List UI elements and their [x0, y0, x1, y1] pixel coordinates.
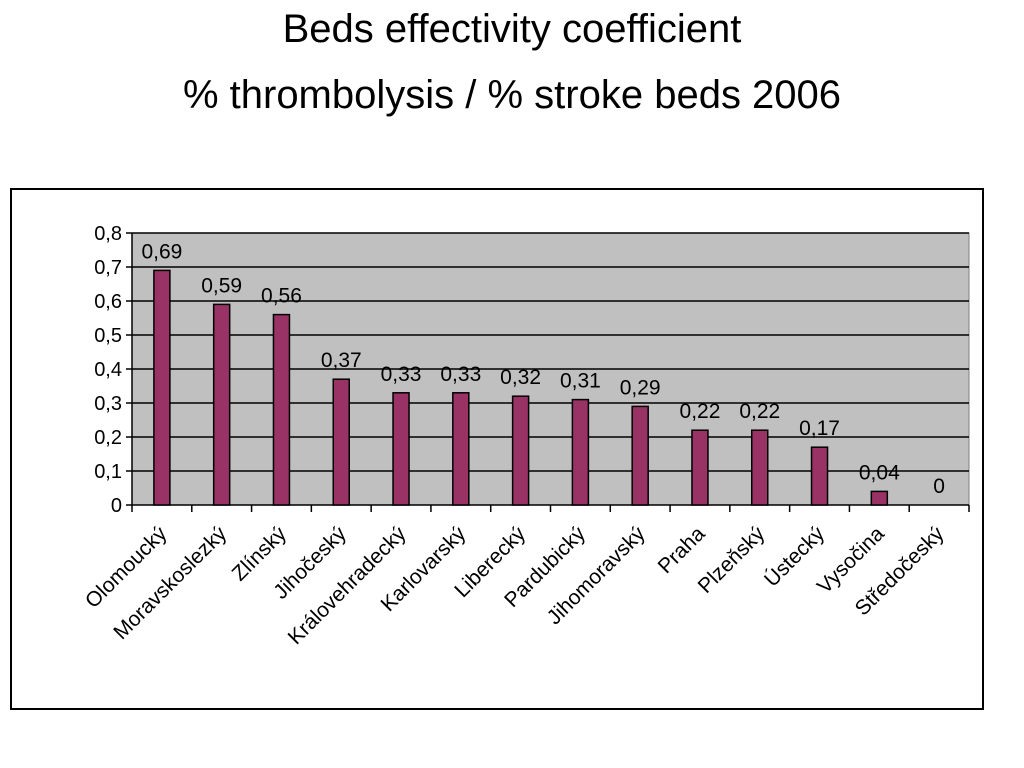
data-label: 0,31 — [560, 370, 601, 393]
slide-title: Beds effectivity coefficient % thromboly… — [0, 4, 1024, 136]
bar — [810, 446, 829, 506]
data-label: 0,33 — [381, 363, 422, 386]
bar — [631, 405, 649, 506]
y-tick-label: 0,7 — [94, 257, 122, 279]
data-label: 0,59 — [201, 274, 242, 297]
bar — [332, 378, 350, 506]
data-label: 0,22 — [739, 400, 780, 423]
data-label: 0,37 — [321, 349, 362, 372]
y-tick-label: 0,2 — [94, 427, 122, 449]
y-tick-label: 0,4 — [94, 359, 122, 381]
y-tick-label: 0,6 — [94, 291, 122, 313]
category-label: Plzeňský — [694, 522, 770, 598]
data-label: 0,33 — [440, 363, 481, 386]
bar — [751, 429, 769, 506]
y-tick-label: 0,8 — [94, 223, 122, 245]
data-label: 0,22 — [680, 400, 721, 423]
y-tick-label: 0 — [111, 495, 122, 517]
category-label: Moravskoslezký — [109, 522, 231, 644]
bar — [511, 395, 530, 506]
title-line-1: Beds effectivity coefficient — [282, 7, 742, 51]
bar — [571, 398, 590, 506]
data-label: 0,32 — [500, 366, 541, 389]
bar — [452, 392, 470, 506]
y-tick-label: 0,3 — [94, 393, 122, 415]
bar — [870, 490, 889, 506]
category-label: Praha — [654, 522, 710, 578]
data-label: 0,56 — [261, 285, 302, 308]
data-label: 0,04 — [859, 461, 900, 484]
data-label: 0,17 — [799, 417, 840, 440]
bar — [392, 392, 410, 506]
title-line-2: % thrombolysis / % stroke beds 2006 — [182, 73, 842, 117]
bar — [212, 303, 231, 506]
data-label: 0,29 — [620, 376, 661, 399]
bar-chart: 00,10,20,30,40,50,60,70,80,69Olomoucký0,… — [81, 223, 970, 649]
data-label: 0 — [933, 475, 945, 498]
y-tick-label: 0,5 — [94, 325, 122, 347]
y-tick-label: 0,1 — [94, 461, 122, 483]
data-label: 0,69 — [141, 240, 182, 263]
bar — [272, 313, 291, 506]
bar — [153, 269, 171, 506]
chart-frame: 0 0,1 0,2 0,3 0,4 0,5 0,6 0,7 0,8 0,69 Olomoucký 0,… — [10, 188, 984, 710]
bar — [691, 429, 709, 506]
